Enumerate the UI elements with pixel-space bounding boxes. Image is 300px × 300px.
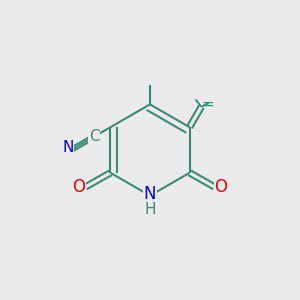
Text: C: C: [89, 129, 100, 144]
Text: H: H: [144, 202, 156, 217]
Text: O: O: [214, 178, 227, 196]
Text: N: N: [62, 140, 74, 155]
Text: N: N: [144, 185, 156, 203]
Text: =: =: [201, 97, 214, 112]
Text: O: O: [73, 178, 85, 196]
